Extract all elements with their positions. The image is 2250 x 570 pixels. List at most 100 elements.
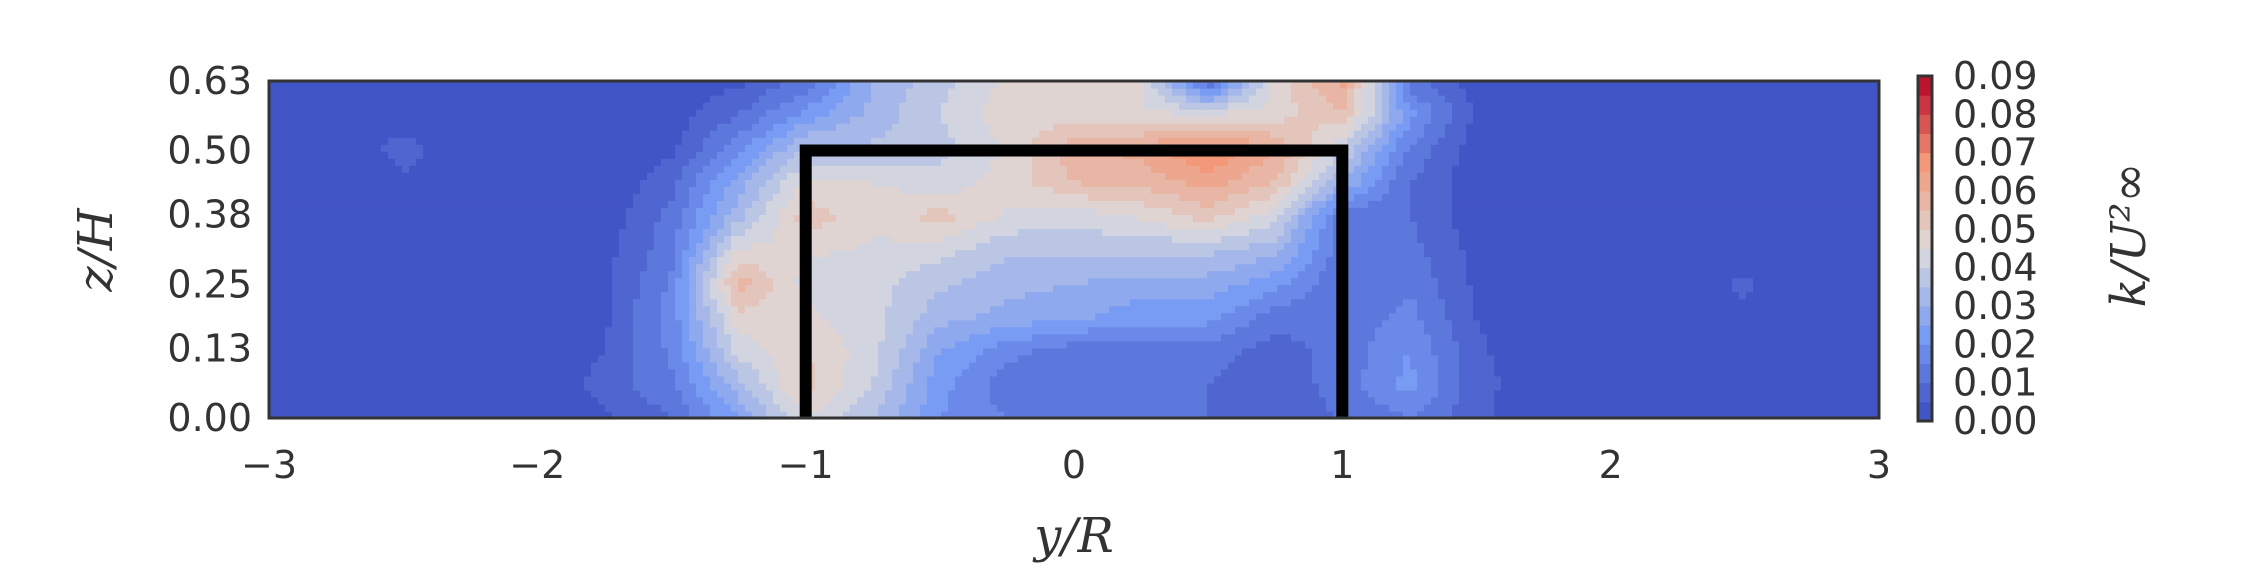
contour-cell — [528, 382, 536, 391]
contour-cell — [1081, 361, 1089, 370]
contour-cell — [472, 298, 480, 307]
contour-cell — [1438, 347, 1446, 356]
contour-cell — [1025, 361, 1033, 370]
contour-cell — [759, 396, 767, 405]
contour-cell — [1613, 368, 1621, 377]
contour-cell — [1690, 284, 1698, 293]
contour-cell — [1795, 277, 1803, 286]
contour-cell — [535, 333, 543, 342]
contour-cell — [1620, 319, 1628, 328]
contour-cell — [696, 263, 704, 272]
contour-cell — [1326, 326, 1334, 335]
contour-cell — [472, 270, 480, 279]
contour-cell — [1396, 319, 1404, 328]
contour-cell — [1305, 361, 1313, 370]
contour-cell — [493, 305, 501, 314]
contour-cell — [682, 312, 690, 321]
contour-cell — [521, 305, 529, 314]
contour-cell — [745, 396, 753, 405]
contour-cell — [808, 410, 816, 418]
contour-cell — [1081, 333, 1089, 342]
contour-cell — [1634, 389, 1642, 398]
contour-cell — [1753, 298, 1761, 307]
contour-cell — [682, 347, 690, 356]
contour-cell — [1851, 319, 1859, 328]
contour-cell — [486, 284, 494, 293]
contour-cell — [682, 333, 690, 342]
contour-cell — [745, 305, 753, 314]
contour-cell — [1410, 368, 1418, 377]
contour-cell — [1641, 382, 1649, 391]
contour-cell — [1844, 319, 1852, 328]
contour-cell — [794, 319, 802, 328]
contour-cell — [1655, 347, 1663, 356]
contour-cell — [1522, 396, 1530, 405]
contour-cell — [927, 375, 935, 384]
contour-cell — [1536, 354, 1544, 363]
contour-cell — [577, 263, 585, 272]
contour-cell — [794, 403, 802, 412]
contour-cell — [1536, 382, 1544, 391]
contour-cell — [815, 277, 823, 286]
contour-cell — [1865, 312, 1873, 321]
contour-cell — [710, 263, 718, 272]
contour-cell — [409, 354, 417, 363]
contour-cell — [668, 361, 676, 370]
contour-cell — [1179, 291, 1187, 300]
contour-cell — [626, 340, 634, 349]
contour-cell — [500, 361, 508, 370]
contour-cell — [402, 319, 410, 328]
contour-cell — [1739, 354, 1747, 363]
contour-cell — [948, 340, 956, 349]
contour-cell — [416, 277, 424, 286]
contour-cell — [794, 298, 802, 307]
contour-cell — [1074, 340, 1082, 349]
contour-cell — [1599, 333, 1607, 342]
contour-cell — [304, 312, 312, 321]
contour-cell — [773, 312, 781, 321]
contour-cell — [1151, 403, 1159, 412]
contour-cell — [731, 375, 739, 384]
contour-cell — [1487, 354, 1495, 363]
contour-cell — [829, 326, 837, 335]
contour-cell — [1039, 347, 1047, 356]
contour-cell — [941, 333, 949, 342]
contour-cell — [752, 298, 760, 307]
contour-cell — [703, 305, 711, 314]
contour-cell — [1557, 403, 1565, 412]
contour-cell — [1865, 298, 1873, 307]
contour-cell — [1788, 291, 1796, 300]
contour-cell — [1088, 340, 1096, 349]
contour-cell — [738, 305, 746, 314]
contour-cell — [892, 347, 900, 356]
contour-cell — [444, 403, 452, 412]
contour-cell — [1802, 396, 1810, 405]
contour-cell — [696, 340, 704, 349]
contour-cell — [1592, 284, 1600, 293]
contour-cell — [1375, 396, 1383, 405]
contour-cell — [1144, 333, 1152, 342]
contour-cell — [990, 410, 998, 418]
contour-cell — [1872, 333, 1879, 342]
contour-cell — [899, 298, 907, 307]
contour-cell — [871, 291, 879, 300]
contour-cell — [311, 389, 319, 398]
contour-cell — [1277, 382, 1285, 391]
contour-cell — [1067, 354, 1075, 363]
contour-cell — [1158, 333, 1166, 342]
contour-cell — [1564, 375, 1572, 384]
contour-cell — [1039, 305, 1047, 314]
contour-cell — [1494, 347, 1502, 356]
contour-cell — [1872, 410, 1879, 418]
contour-cell — [1809, 403, 1817, 412]
contour-cell — [1459, 410, 1467, 418]
contour-cell — [1690, 382, 1698, 391]
contour-cell — [549, 396, 557, 405]
contour-cell — [857, 326, 865, 335]
contour-cell — [1515, 382, 1523, 391]
contour-cell — [1459, 368, 1467, 377]
contour-cell — [269, 347, 277, 356]
contour-cell — [1158, 305, 1166, 314]
contour-cell — [1347, 291, 1355, 300]
contour-cell — [815, 319, 823, 328]
